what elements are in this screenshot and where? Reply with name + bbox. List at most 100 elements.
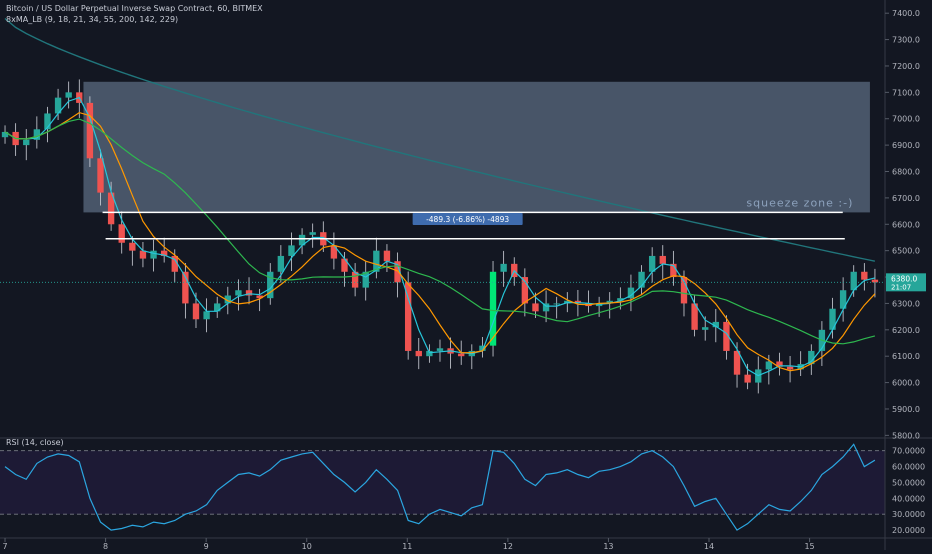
time-tick-label: 7 (2, 542, 7, 550)
candle-body (182, 271, 189, 304)
measure-label: -489.3 (-6.86%) -4893 (426, 215, 509, 224)
price-tick-label: 7200.0 (892, 62, 920, 71)
price-tick-label: 6900.0 (892, 141, 920, 150)
candle-body (489, 271, 497, 346)
candle-body (23, 139, 30, 146)
candle-body (776, 361, 783, 367)
time-tick-label: 14 (704, 542, 714, 550)
candle-body (850, 271, 857, 291)
squeeze-zone-label: squeeze zone :-) (746, 196, 853, 209)
price-tick-label: 6500.0 (892, 247, 920, 256)
candle-body (256, 295, 263, 299)
candle-body (107, 192, 115, 225)
rsi-tick-label: 50.0000 (892, 478, 925, 487)
time-tick-label: 15 (804, 542, 814, 550)
candle-body (829, 308, 836, 330)
candle-body (86, 102, 94, 159)
candle-body (712, 321, 719, 328)
ma-21-line (4, 111, 876, 372)
candle-body (532, 303, 539, 312)
candle-body (245, 290, 253, 296)
candle-body (521, 277, 529, 304)
rsi-tick-label: 60.0000 (892, 463, 925, 472)
squeeze-zone (83, 81, 870, 213)
candle-body (436, 348, 444, 351)
time-tick-label: 11 (402, 542, 412, 550)
candle-body (65, 92, 72, 98)
last-price-time: 21:07 (891, 283, 911, 291)
price-tick-label: 7100.0 (892, 88, 920, 97)
price-tick-label: 7400.0 (892, 9, 920, 18)
rsi-line (4, 443, 876, 531)
candle-body (606, 300, 613, 304)
candle-body (542, 303, 550, 312)
candle-body (765, 361, 773, 370)
candle-body (404, 282, 412, 351)
price-tick-label: 6300.0 (892, 299, 920, 308)
candle-body (458, 353, 465, 357)
last-price-badge (886, 273, 926, 292)
candle-body (288, 245, 295, 256)
candle-body (723, 321, 730, 351)
candle-body (118, 224, 125, 243)
last-price-label: 6380.0 (891, 274, 917, 283)
candle-body (54, 97, 62, 114)
price-tick-label: 6600.0 (892, 220, 920, 229)
candle-body (479, 345, 486, 351)
candle-body (214, 303, 221, 312)
candle-body (235, 290, 242, 296)
rsi-legend: RSI (14, close) (6, 438, 64, 447)
candle-body (744, 374, 751, 383)
candle-body (659, 255, 666, 264)
time-tick-label: 12 (503, 542, 513, 550)
candle-body (680, 277, 688, 304)
candle-body (638, 271, 645, 288)
price-tick-label: 6800.0 (892, 168, 920, 177)
ma-200-line (4, 17, 876, 262)
price-tick-label: 6000.0 (892, 379, 920, 388)
candle-body (160, 250, 168, 256)
time-tick-label: 9 (204, 542, 209, 550)
candle-body (786, 366, 794, 370)
candle-body (129, 242, 136, 251)
rsi-band-fill (0, 450, 885, 515)
rsi-tick-label: 30.0000 (892, 510, 925, 519)
rsi-tick-label: 70.0000 (892, 447, 925, 456)
candle-body (415, 350, 422, 357)
candle-body (362, 271, 369, 288)
measure-box (412, 213, 523, 225)
candle-body (373, 250, 380, 272)
candle-body (298, 234, 306, 246)
candle-body (139, 250, 147, 259)
price-tick-label: 5800.0 (892, 431, 920, 440)
candle-body (426, 350, 433, 357)
ma-55-line (4, 118, 876, 345)
candle-body (309, 232, 316, 235)
candle-body (277, 255, 285, 272)
candle-body (839, 290, 847, 309)
candle-body (500, 263, 507, 272)
candle-body (351, 271, 359, 288)
candle-body (383, 250, 391, 262)
price-tick-label: 6200.0 (892, 326, 920, 335)
candle-body (648, 255, 656, 272)
candle-body (1, 131, 9, 138)
candle-body (330, 245, 338, 259)
price-tick-label: 7000.0 (892, 115, 920, 124)
candle-body (224, 295, 231, 304)
candle-body (617, 298, 624, 301)
ma-9-line (4, 96, 876, 377)
symbol-title: Bitcoin / US Dollar Perpetual Inverse Sw… (6, 4, 263, 13)
candle-body (733, 350, 741, 375)
candle-body (203, 311, 210, 320)
time-tick-label: 10 (302, 542, 312, 550)
candle-body (871, 279, 879, 283)
candle-body (150, 250, 157, 259)
candle-body (627, 287, 635, 299)
candle-body (192, 303, 200, 320)
candle-body (808, 350, 815, 365)
candle-body (33, 129, 41, 140)
candle-body (267, 271, 274, 299)
